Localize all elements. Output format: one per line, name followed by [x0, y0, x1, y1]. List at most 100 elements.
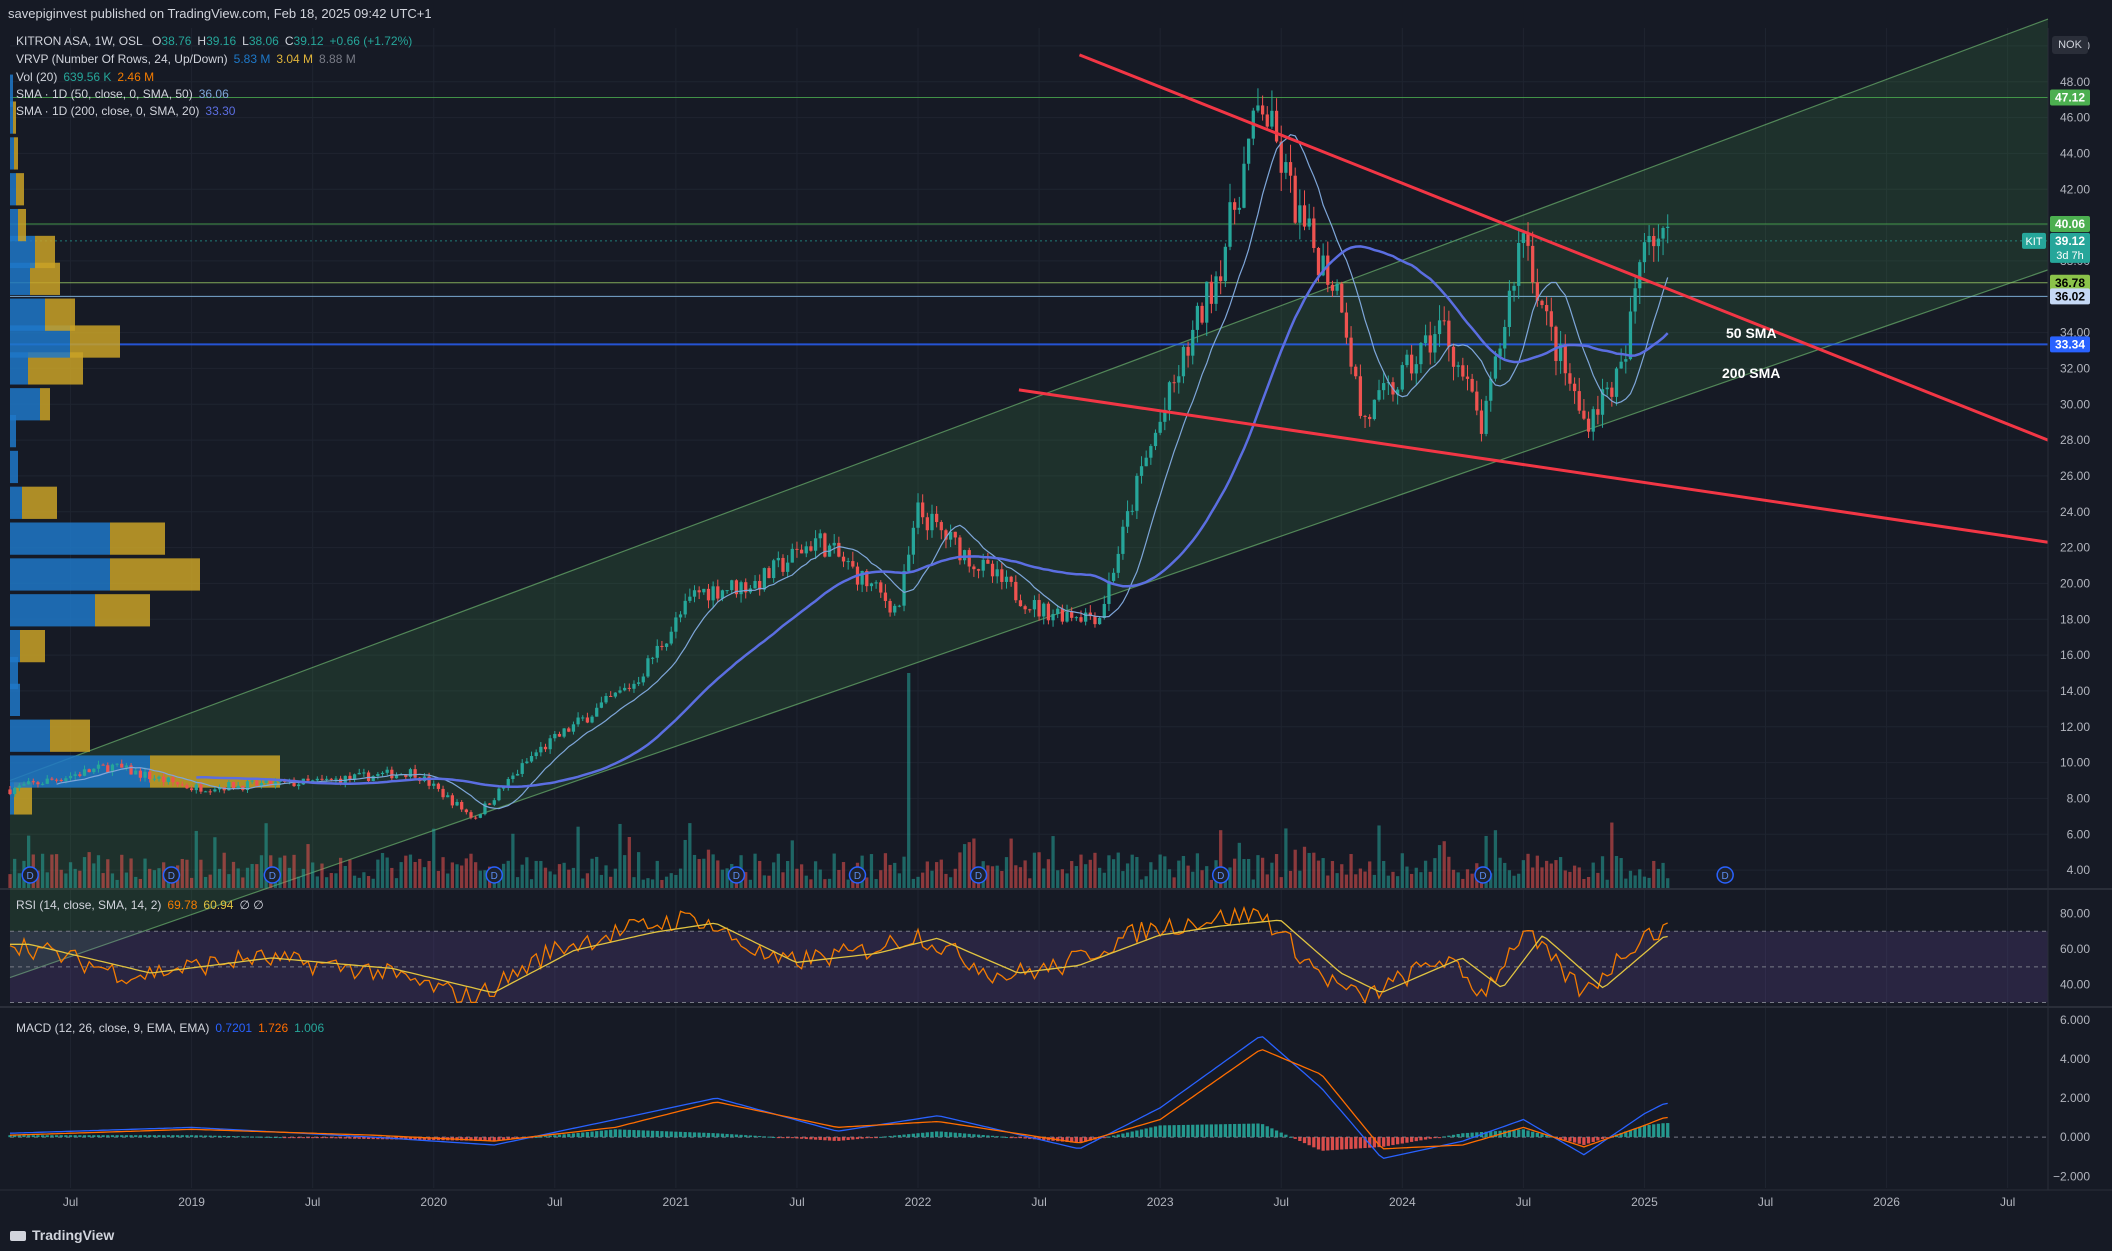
candle — [1242, 163, 1246, 208]
level-price-tag-label: 47.12 — [2055, 91, 2085, 105]
candle — [1405, 354, 1409, 366]
macd-histogram-bar — [357, 1137, 361, 1139]
macd-histogram-bar — [562, 1134, 566, 1138]
macd-histogram-bar — [124, 1135, 129, 1138]
macd-histogram-bar — [1265, 1126, 1269, 1138]
macd-histogram-bar — [64, 1135, 68, 1138]
macd-histogram-bar — [1358, 1137, 1363, 1149]
macd-histogram-bar — [1517, 1129, 1521, 1138]
macd-histogram-bar — [185, 1135, 189, 1138]
macd-histogram-bar — [1605, 1137, 1609, 1139]
macd-histogram-bar — [1354, 1137, 1358, 1149]
candle — [711, 586, 715, 601]
volume-bar — [1209, 879, 1214, 888]
candle — [1153, 432, 1158, 447]
macd-histogram-bar — [664, 1131, 669, 1138]
volume-bar — [1088, 859, 1092, 888]
volume-bar — [925, 861, 929, 888]
time-tick: Jul — [305, 1195, 320, 1209]
candle — [623, 687, 627, 691]
legend-sma50-row[interactable]: SMA · 1D (50, close, 0, SMA, 50) 36.06 — [16, 87, 229, 101]
volume-bar — [581, 878, 585, 888]
macd-histogram-bar — [567, 1133, 571, 1138]
candle — [1074, 617, 1078, 619]
macd-histogram-bar — [1260, 1124, 1265, 1138]
macd-histogram-bar — [1191, 1124, 1195, 1138]
macd-histogram-bar — [841, 1137, 846, 1141]
candle — [432, 783, 436, 786]
macd-histogram-bar — [967, 1133, 971, 1138]
candle — [1191, 329, 1195, 356]
currency-button[interactable]: NOK — [2052, 36, 2088, 54]
volume-bar — [548, 871, 552, 888]
volume-bar — [962, 844, 967, 888]
volume-bar — [418, 858, 422, 888]
volume-bar — [1600, 856, 1605, 888]
candle — [1265, 114, 1269, 127]
volume-bar — [106, 859, 110, 888]
macd-histogram-bar — [1135, 1130, 1139, 1138]
volume-bar — [203, 876, 208, 888]
volume-bar — [716, 860, 720, 888]
volume-bar — [678, 868, 683, 888]
candle — [1172, 382, 1176, 384]
macd-histogram-bar — [1228, 1124, 1232, 1138]
candle — [697, 590, 701, 593]
macd-histogram-bar — [73, 1135, 77, 1138]
volume-bar — [851, 879, 855, 888]
volume-bar — [1181, 855, 1186, 888]
macd-histogram-bar — [1042, 1137, 1046, 1141]
legend-macd-row[interactable]: MACD (12, 26, close, 9, EMA, EMA) 0.7201 1… — [16, 1021, 325, 1035]
volume-bar — [599, 874, 604, 888]
volume-bar — [585, 873, 590, 888]
candle — [1335, 283, 1339, 291]
dividend-marker-label: D — [269, 871, 276, 882]
legend-vrvp-row[interactable]: VRVP (Number Of Rows, 24, Up/Down) 5.83 M… — [16, 52, 356, 66]
volume-bar — [1503, 862, 1507, 888]
volume-bar — [78, 870, 82, 888]
candle — [1461, 365, 1465, 377]
vp-bar-up — [10, 522, 110, 555]
candle — [1470, 378, 1474, 392]
candle — [595, 707, 599, 717]
candle — [1135, 475, 1139, 511]
candle — [720, 590, 725, 599]
volume-bar — [702, 858, 706, 888]
macd-histogram-bar — [1484, 1131, 1488, 1138]
candle — [758, 581, 762, 590]
dividend-marker-label: D — [854, 871, 861, 882]
candle — [683, 600, 687, 615]
volume-bar — [1219, 830, 1223, 888]
macd-histogram-bar — [87, 1135, 91, 1138]
macd-histogram-bar — [501, 1137, 506, 1141]
legend-sma200-row[interactable]: SMA · 1D (200, close, 0, SMA, 20) 33.30 — [16, 104, 236, 118]
volume-bar — [990, 866, 995, 888]
published-header: savepiginvest published on TradingView.c… — [8, 6, 432, 21]
macd-histogram-bar — [1456, 1134, 1460, 1138]
volume-bar — [846, 879, 850, 888]
candle — [618, 690, 622, 693]
macd-histogram-bar — [306, 1137, 310, 1139]
volume-bar — [1582, 878, 1586, 888]
volume-bar — [301, 868, 305, 888]
candle — [1051, 614, 1055, 621]
volume-bar — [1614, 855, 1619, 888]
vp-bar-down — [150, 755, 280, 788]
volume-profile — [10, 74, 280, 815]
macd-histogram-bar — [1442, 1136, 1446, 1138]
volume-bar — [1326, 875, 1330, 888]
candle — [1205, 281, 1209, 323]
volume-bar — [1270, 862, 1274, 888]
macd-histogram-bar — [548, 1135, 552, 1138]
candle — [464, 809, 468, 813]
legend-vol-row[interactable]: Vol (20) 639.56 K 2.46 M — [16, 70, 155, 84]
macd-histogram-bar — [720, 1133, 725, 1138]
candle — [134, 770, 138, 775]
volume-bar — [1116, 852, 1120, 888]
legend-rsi-row[interactable]: RSI (14, close, SMA, 14, 2) 69.78 60.94 ∅ ∅ — [16, 898, 264, 912]
symbol-name[interactable]: KITRON ASA, 1W, OSL — [16, 34, 143, 48]
macd-histogram-bar — [893, 1135, 897, 1138]
candle — [930, 513, 934, 531]
macd-histogram-bar — [925, 1132, 929, 1138]
